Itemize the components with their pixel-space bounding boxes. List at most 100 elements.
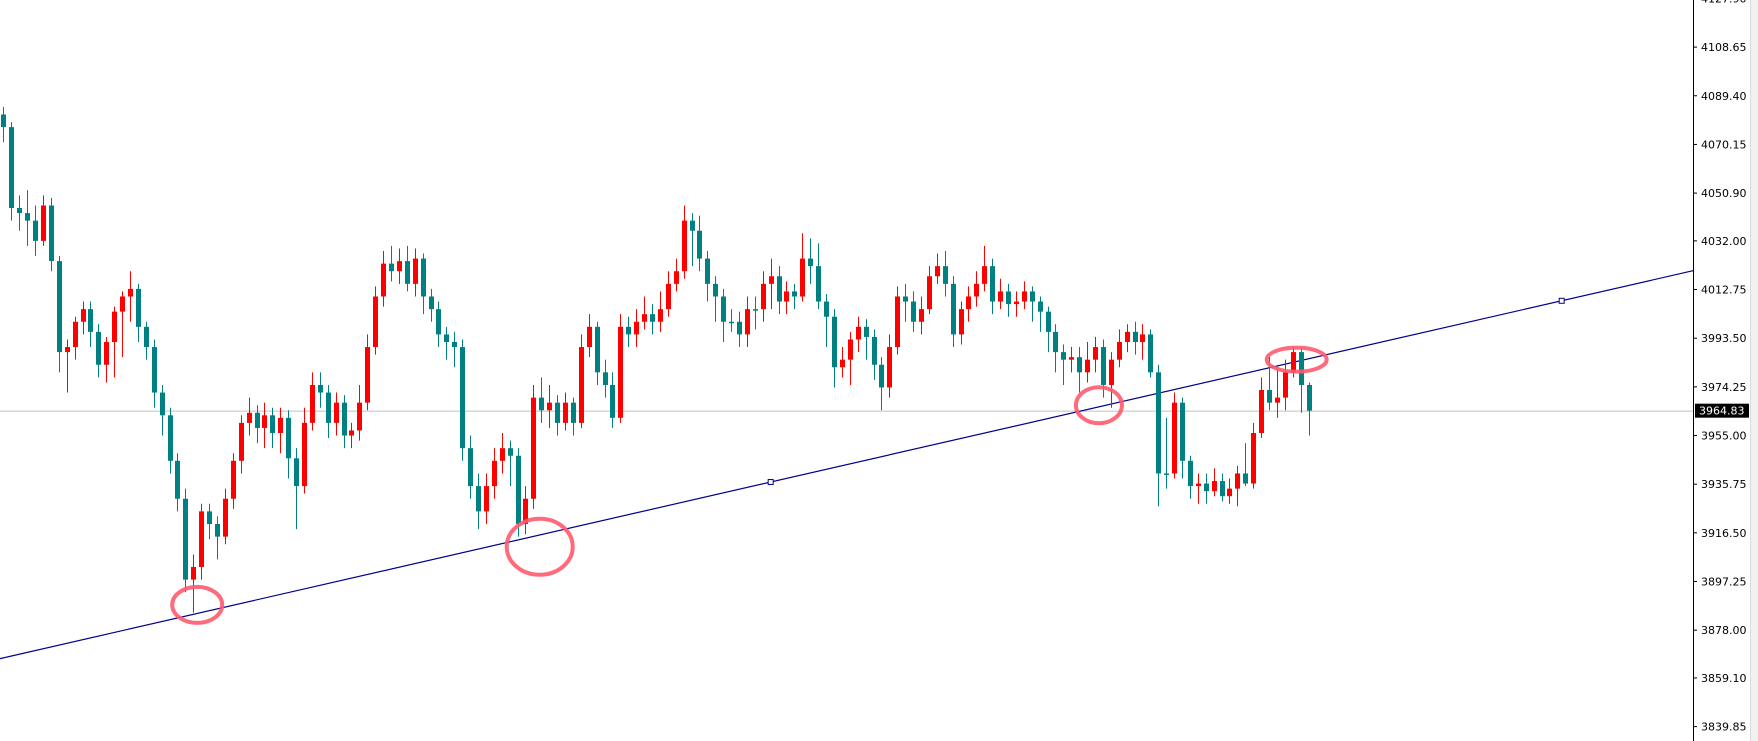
candle-body — [824, 301, 829, 317]
candle — [792, 283, 797, 310]
candle — [120, 291, 125, 358]
candle — [17, 195, 22, 231]
candle — [136, 283, 141, 342]
candle — [1251, 422, 1256, 489]
candle — [674, 258, 679, 292]
candle-body — [943, 266, 948, 284]
candle — [452, 331, 457, 368]
candle — [784, 281, 789, 315]
candle-body — [777, 276, 782, 302]
candle-body — [887, 347, 892, 388]
candle-body — [484, 486, 489, 512]
candle — [421, 253, 426, 315]
candle — [761, 271, 766, 322]
candle — [721, 288, 726, 342]
candle — [191, 554, 196, 613]
candle-body — [57, 261, 62, 353]
candle — [864, 319, 869, 360]
candle-body — [1172, 402, 1177, 474]
candle — [895, 286, 900, 355]
annotation-ellipse — [1073, 385, 1124, 426]
candle — [1220, 473, 1225, 502]
candle-body — [152, 347, 157, 393]
candle — [1133, 321, 1138, 355]
candle-body — [25, 213, 30, 221]
candle-body — [1251, 432, 1256, 484]
price-axis-label: 4070.15 — [1701, 138, 1747, 151]
candle-body — [255, 412, 260, 428]
candle-body — [840, 359, 845, 368]
candle — [397, 248, 402, 284]
candle-body — [1307, 384, 1312, 411]
candle-body — [1061, 352, 1066, 360]
candle — [832, 309, 837, 388]
candle-body — [183, 498, 188, 580]
trendline-group[interactable] — [0, 270, 1694, 660]
candle-body — [405, 261, 410, 284]
candle — [1148, 329, 1153, 378]
candle — [310, 372, 315, 431]
candle — [231, 453, 236, 509]
candle-body — [864, 326, 869, 337]
candle-body — [112, 311, 117, 342]
candle-body — [974, 283, 979, 297]
candle-body — [571, 402, 576, 423]
candle-body — [1077, 357, 1082, 373]
candle-body — [595, 326, 600, 373]
price-axis-label: 4032.00 — [1701, 235, 1747, 248]
annotation-ellipse — [504, 516, 575, 577]
price-axis-label: 3916.50 — [1701, 527, 1747, 540]
candle-body — [286, 417, 291, 459]
candle-body — [1, 114, 6, 128]
candle — [1172, 392, 1177, 479]
candle — [539, 377, 544, 423]
candle-body — [262, 415, 267, 428]
candle — [199, 503, 204, 580]
candle — [959, 301, 964, 345]
candle — [365, 334, 370, 411]
candle — [444, 326, 449, 360]
candle — [745, 296, 750, 348]
candle — [1243, 443, 1248, 487]
trendline-anchor-handle[interactable] — [1558, 297, 1565, 304]
candle — [1014, 291, 1019, 317]
candle-body — [674, 271, 679, 284]
candle — [302, 407, 307, 494]
candle — [476, 473, 481, 530]
candle-body — [800, 258, 805, 297]
price-axis: 4127.90 4108.65 4089.40 4070.15 4050.90 4032.… — [1693, 0, 1749, 741]
candle — [571, 397, 576, 436]
candle-body — [1283, 372, 1288, 398]
candle — [160, 384, 165, 436]
candle — [484, 473, 489, 525]
candle — [334, 392, 339, 436]
candle — [579, 334, 584, 428]
trendline-anchor-handle[interactable] — [767, 479, 774, 486]
candle-body — [294, 458, 299, 487]
candle — [626, 316, 631, 348]
candle-body — [468, 448, 473, 487]
candle — [563, 392, 568, 431]
price-axis-label: 3993.50 — [1701, 332, 1747, 345]
candle — [460, 339, 465, 461]
candle-body — [516, 455, 521, 525]
candle-body — [1188, 460, 1193, 487]
candle — [207, 503, 212, 540]
candle — [1085, 341, 1090, 383]
candle — [1030, 286, 1035, 322]
candle-body — [935, 266, 940, 277]
candle — [73, 316, 78, 360]
candle-body — [421, 258, 426, 297]
candle — [81, 301, 86, 335]
price-axis-label: 4089.40 — [1701, 90, 1747, 103]
candle-body — [436, 309, 441, 335]
candle-body — [998, 291, 1003, 302]
candle — [927, 266, 932, 315]
candle-body — [1180, 402, 1185, 461]
trendline[interactable] — [0, 270, 1694, 660]
candle-body — [1204, 483, 1209, 492]
candle-body — [460, 347, 465, 449]
candle-body — [1022, 291, 1027, 302]
candle-body — [270, 415, 275, 433]
